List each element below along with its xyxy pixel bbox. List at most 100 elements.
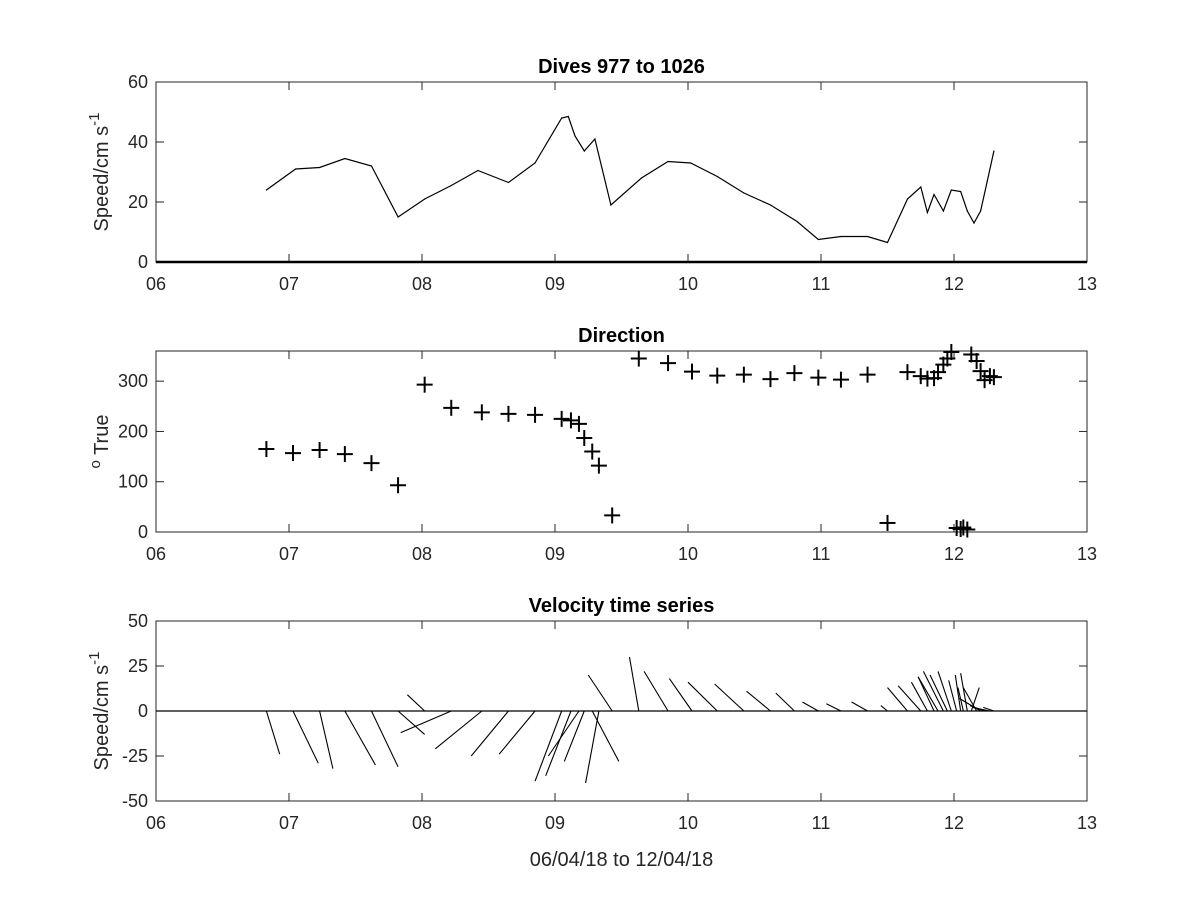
direction-marker [762,371,779,388]
x-tick-label: 12 [944,274,964,294]
panel-1: 06 07 08 09 10 11 12 13 0 20 40 60 Dives 977 to 1026… [86,56,1097,294]
velocity-stick [917,676,935,712]
speed-point [534,162,536,164]
speed-point [667,160,669,163]
velocity-stick [406,694,426,712]
y-tick-label: 20 [128,192,148,212]
direction-marker [939,350,956,367]
direction-marker [683,363,700,380]
velocity-stick [897,685,922,712]
speed-point [986,180,988,182]
x-tick-label: 07 [279,544,299,564]
direction-marker [899,364,916,381]
velocity-stick [591,710,620,762]
velocity-stick [534,710,563,782]
velocity-stick [547,710,580,757]
y-axis-label-sup: o [87,460,104,468]
speed-point [817,238,819,241]
y-axis-label: o True [87,415,113,469]
speed-point [295,168,297,170]
x-tick-label: 10 [678,544,698,564]
x-tick-label: 06 [146,813,166,833]
speed-point [993,150,995,152]
speed-point [920,186,922,188]
chart-title: Dives 977 to 1026 [538,56,705,78]
y-axis-label-sup: -1 [86,652,103,665]
x-tick-label: 06 [146,274,166,294]
direction-marker [363,455,380,472]
speed-point [980,210,982,212]
speed-point [318,166,321,169]
velocity-stick [887,687,908,712]
y-tick-label: 60 [128,72,148,92]
direction-marker [879,514,896,531]
speed-point [594,138,596,140]
direction-marker [859,366,876,383]
axes-box [155,81,1088,263]
x-tick-label: 07 [279,813,299,833]
velocity-stick [922,671,944,712]
velocity-stick [587,674,613,712]
y-tick-label: 100 [118,472,148,492]
x-tick-label: 13 [1077,544,1097,564]
direction-marker [576,429,593,446]
speed-point [690,162,692,164]
speed-point [265,189,267,191]
chart-title: Direction [578,325,665,347]
y-tick-label: -25 [122,746,148,766]
x-tick-label: 13 [1077,813,1097,833]
speed-point [926,211,929,214]
speed-point [950,189,952,191]
speed-point [933,193,935,196]
velocity-stick [948,680,958,712]
velocity-stick [910,681,928,712]
x-tick-label: 09 [545,274,565,294]
direction-marker [258,441,275,458]
speed-point [886,241,889,244]
direction-marker [985,369,1002,386]
direction-marker [810,369,827,386]
direction-marker [660,355,677,372]
x-tick-label: 08 [412,274,432,294]
speed-point [507,181,510,184]
direction-marker [630,350,647,367]
velocity-stick [983,706,995,712]
speed-point [716,175,718,178]
velocity-stick [959,697,981,712]
direction-marker [584,443,601,460]
direction-marker [443,399,460,416]
y-axis-label-main: Speed/cm s [91,126,113,232]
y-axis-label-sup: -1 [86,113,103,126]
speed-point [796,220,798,223]
y-axis-label: Speed/cm s-1 [86,113,113,232]
x-tick-label: 11 [812,813,831,833]
speed-point [450,184,452,187]
panel-3: 06 07 08 09 10 11 12 13 -50 -25 0 25 50 Velocity time… [86,595,1097,871]
speed-point [567,115,569,118]
speed-point [960,190,962,193]
direction-marker [959,521,976,538]
velocity-stick [370,710,399,768]
direction-marker [570,415,587,432]
velocity-stick [470,710,509,757]
y-tick-label: 0 [138,701,148,721]
x-tick-label: 09 [545,544,565,564]
y-axis-label-main: True [91,415,113,461]
velocity-stick [498,710,536,755]
speed-point [610,204,612,206]
y-axis-label: Speed/cm s-1 [86,652,113,771]
velocity-stick [775,692,795,712]
y-tick-label: 200 [118,421,148,441]
x-tick-label: 08 [412,813,432,833]
speed-point [424,198,426,200]
speed-point [942,210,944,212]
x-tick-label: 10 [678,274,698,294]
velocity-stick [954,674,962,712]
direction-marker [336,446,353,463]
y-tick-label: 25 [128,656,148,676]
velocity-stick [628,656,640,712]
direction-marker [553,410,570,427]
y-tick-label: 50 [128,611,148,631]
velocity-stick [880,705,888,712]
x-tick-label: 10 [678,813,698,833]
